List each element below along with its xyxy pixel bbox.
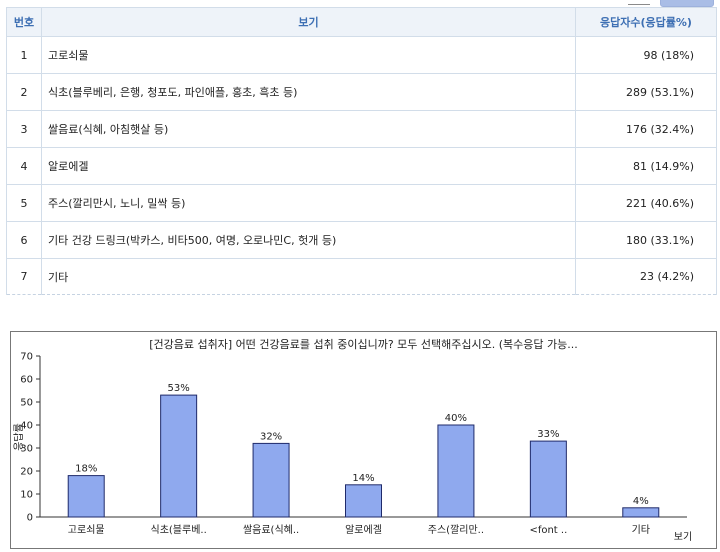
row-number: 6 [6, 221, 42, 259]
bar [160, 394, 198, 518]
bar [437, 424, 475, 518]
row-option: 고로쇠물 [41, 36, 576, 74]
y-tick-label: 50 [20, 398, 33, 409]
row-count: 221 (40.6%) [575, 184, 717, 222]
bar-value-label: 40% [445, 413, 467, 424]
bar-value-label: 32% [260, 431, 282, 442]
bar [622, 507, 660, 518]
table-header-row: 번호 보기 응답자수(응답률%) [6, 7, 717, 37]
chart-title: [건강음료 섭취자] 어떤 건강음료를 섭취 중이십니까? 모두 선택해주십시오… [149, 338, 578, 351]
row-count: 289 (53.1%) [575, 73, 717, 111]
x-tick-label: 쌀음료(식혜.. [243, 524, 299, 536]
y-tick-label: 10 [20, 490, 33, 501]
y-tick-label: 20 [20, 467, 33, 478]
bar-value-label: 4% [633, 496, 649, 507]
table-row: 1 고로쇠물 98 (18%) [6, 36, 717, 74]
bar-chart: 0 10 20 30 40 50 60 70 응답률 18% 고로쇠물 53% 식초(블루베.. 32% 쌀… [13, 352, 692, 544]
y-tick-label: 0 [27, 513, 33, 524]
bar [67, 475, 105, 518]
bar [345, 484, 382, 518]
table-row: 5 주스(깔리만시, 노니, 밀싹 등) 221 (40.6%) [6, 184, 717, 222]
header-number: 번호 [6, 7, 42, 37]
row-number: 7 [6, 258, 42, 295]
bar-value-label: 14% [352, 473, 374, 484]
header-count: 응답자수(응답률%) [575, 7, 717, 37]
row-count: 180 (33.1%) [575, 221, 717, 259]
row-count: 81 (14.9%) [575, 147, 717, 185]
row-option: 기타 건강 드링크(박카스, 비타500, 여명, 오로나민C, 헛개 등) [41, 221, 576, 259]
row-option: 기타 [41, 258, 576, 295]
table-row: 3 쌀음료(식혜, 아침햇살 등) 176 (32.4%) [6, 110, 717, 148]
x-tick-label: 고로쇠물 [68, 524, 105, 536]
y-tick-label: 70 [20, 352, 33, 363]
row-number: 1 [6, 36, 42, 74]
row-count: 98 (18%) [575, 36, 717, 74]
row-number: 5 [6, 184, 42, 222]
table-row: 6 기타 건강 드링크(박카스, 비타500, 여명, 오로나민C, 헛개 등)… [6, 221, 717, 259]
x-tick-label: 기타 [632, 524, 650, 536]
x-tick-label: 주스(깔리만.. [428, 524, 484, 536]
row-number: 3 [6, 110, 42, 148]
x-tick-label: <font .. [529, 525, 567, 536]
y-tick-label: 40 [20, 421, 33, 432]
x-tick-label: 알로에겔 [345, 524, 382, 536]
row-count: 23 (4.2%) [575, 258, 717, 295]
row-count: 176 (32.4%) [575, 110, 717, 148]
row-option: 알로에겔 [41, 147, 576, 185]
x-axis-label: 보기 [674, 531, 692, 543]
bar-value-label: 53% [168, 383, 190, 394]
bar-value-label: 33% [537, 429, 559, 440]
row-number: 2 [6, 73, 42, 111]
row-option: 쌀음료(식혜, 아침햇살 등) [41, 110, 576, 148]
row-number: 4 [6, 147, 42, 185]
chart-panel: [건강음료 섭취자] 어떤 건강음료를 섭취 중이십니까? 모두 선택해주십시오… [10, 331, 717, 549]
top-link[interactable] [628, 0, 650, 5]
top-action-button[interactable] [660, 0, 714, 7]
table-row: 2 식초(블루베리, 은행, 청포도, 파인애플, 홍초, 흑초 등) 289 … [6, 73, 717, 111]
table-row: 4 알로에겔 81 (14.9%) [6, 147, 717, 185]
survey-table: 번호 보기 응답자수(응답률%) 1 고로쇠물 98 (18%) 2 식초(블루… [6, 7, 717, 295]
header-option: 보기 [41, 7, 576, 37]
y-tick-label: 30 [20, 444, 33, 455]
row-option: 식초(블루베리, 은행, 청포도, 파인애플, 홍초, 흑초 등) [41, 73, 576, 111]
row-option: 주스(깔리만시, 노니, 밀싹 등) [41, 184, 576, 222]
bar [529, 440, 567, 518]
bar [252, 442, 290, 518]
bar-value-label: 18% [75, 464, 97, 475]
x-tick-label: 식초(블루베.. [151, 524, 207, 536]
y-axis-label: 응답률 [13, 423, 25, 451]
y-tick-label: 60 [20, 375, 33, 386]
table-row: 7 기타 23 (4.2%) [6, 258, 717, 295]
